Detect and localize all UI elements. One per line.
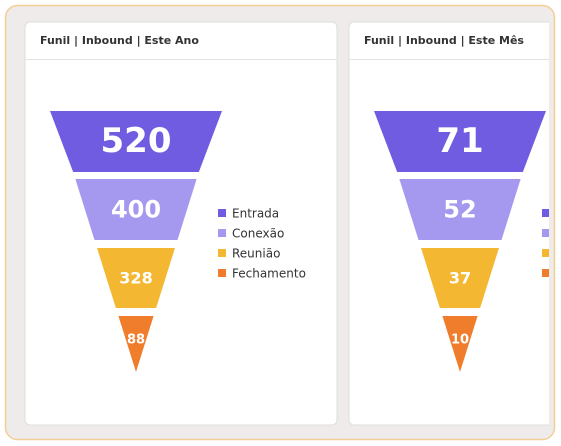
segment-label: 88 — [127, 333, 145, 348]
cards: Funil | Inbound | Este Ano 520 400 328 88 Ent… — [24, 21, 561, 426]
legend-label: Reunião — [232, 247, 280, 261]
funnel-segment — [374, 111, 546, 172]
segment-label: 71 — [436, 121, 483, 161]
card-title: Funil | Inbound | Este Ano — [40, 34, 199, 47]
segment-label: 520 — [101, 121, 172, 161]
segment-label: 52 — [443, 196, 476, 224]
legend-label: Conexão — [232, 227, 284, 241]
legend-swatch — [218, 269, 226, 277]
legend-label: Entrada — [556, 207, 561, 221]
funnel-segment — [75, 179, 197, 240]
legend-label: Conexão — [556, 227, 561, 241]
card: Funil | Inbound | Este Mês 71 52 37 10 Entrad… — [348, 21, 561, 426]
funnel-segment — [50, 111, 222, 172]
legend-swatch — [218, 209, 226, 217]
legend-label: Entrada — [232, 207, 279, 221]
segment-label: 10 — [451, 333, 469, 348]
funnel-segment — [421, 248, 499, 308]
legend-swatch — [218, 229, 226, 237]
funnel-segment — [399, 179, 521, 240]
legend-label: Fechamento — [232, 267, 306, 281]
legend-swatch — [542, 209, 549, 217]
legend-swatch — [542, 229, 549, 237]
segment-label: 328 — [119, 269, 152, 288]
legend-swatch — [542, 249, 549, 257]
segment-label: 37 — [449, 269, 471, 288]
legend-swatch — [542, 269, 549, 277]
card-title: Funil | Inbound | Este Mês — [364, 34, 524, 47]
funnel-segment — [118, 316, 154, 372]
funnel-segment — [97, 248, 175, 308]
legend-label: Fechamento — [556, 267, 561, 281]
legend-swatch — [218, 249, 226, 257]
legend-label: Reunião — [556, 247, 561, 261]
card: Funil | Inbound | Este Ano 520 400 328 88 Ent… — [24, 21, 338, 426]
funnel-segment — [442, 316, 478, 372]
segment-label: 400 — [111, 196, 161, 224]
